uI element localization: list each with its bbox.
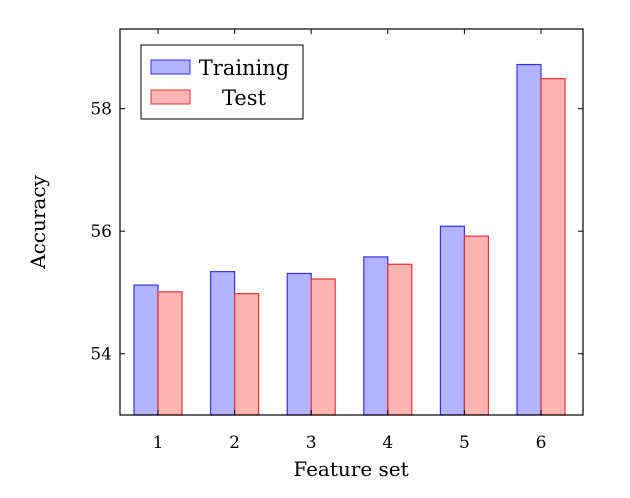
x-tick-label-3: 3	[306, 433, 317, 453]
y-axis: 54 56 58	[90, 100, 583, 365]
bars-layer	[133, 63, 566, 416]
legend-swatch-test-border	[150, 89, 191, 105]
bar-test-5	[463, 235, 489, 416]
bar-training-3	[286, 272, 312, 416]
legend-box	[140, 44, 304, 120]
legend-label-training: Training	[199, 56, 290, 80]
plot-frame	[119, 28, 584, 416]
legend-label-test: Test	[222, 86, 267, 110]
bar-training-4	[363, 256, 389, 416]
bar-test-2	[234, 293, 260, 416]
bar-training-5	[439, 225, 465, 416]
x-tick-label-5: 5	[459, 433, 470, 453]
legend: Training Test	[140, 44, 304, 120]
x-tick-label-1: 1	[153, 433, 164, 453]
bar-test-1	[157, 291, 183, 416]
y-tick-label-56: 56	[90, 222, 112, 242]
x-tick-label-6: 6	[536, 433, 547, 453]
x-axis: 1 2 3 4 5 6	[153, 29, 547, 453]
bar-test-6	[540, 78, 566, 416]
legend-swatch-training	[151, 60, 190, 74]
legend-swatch-training-border	[150, 59, 191, 75]
bar-test-3	[310, 278, 336, 416]
bar-training-1	[133, 284, 159, 416]
bar-test-4	[387, 263, 413, 416]
y-axis-label: Accuracy	[26, 174, 50, 269]
x-tick-label-4: 4	[382, 433, 393, 453]
y-tick-label-54: 54	[90, 345, 112, 365]
x-axis-label: Feature set	[293, 457, 408, 481]
legend-swatch-test	[151, 90, 190, 104]
bar-training-2	[210, 271, 236, 416]
y-tick-label-58: 58	[90, 100, 112, 120]
bar-training-6	[516, 63, 542, 416]
x-tick-label-2: 2	[229, 433, 240, 453]
